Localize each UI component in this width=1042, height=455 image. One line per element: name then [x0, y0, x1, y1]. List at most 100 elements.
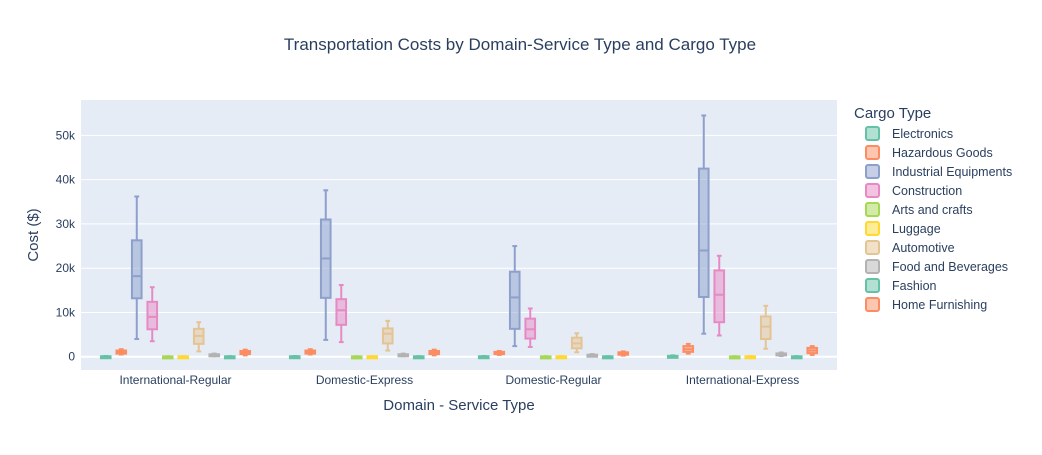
- legend-swatch: [865, 259, 880, 274]
- box[interactable]: [239, 348, 252, 357]
- legend-label: Luggage: [892, 222, 941, 236]
- y-tick-label: 40k: [56, 173, 76, 187]
- box[interactable]: [412, 355, 425, 360]
- box[interactable]: [713, 254, 726, 337]
- box[interactable]: [381, 319, 394, 352]
- legend-swatch: [865, 297, 880, 312]
- box-body: [759, 315, 772, 341]
- legend-label: Food and Beverages: [892, 260, 1008, 274]
- x-tick-label: Domestic-Express: [316, 373, 413, 387]
- box[interactable]: [223, 355, 236, 360]
- legend-swatch: [865, 126, 880, 141]
- box[interactable]: [524, 307, 537, 348]
- legend-swatch: [865, 240, 880, 255]
- legend-label: Arts and crafts: [892, 203, 973, 217]
- box[interactable]: [177, 355, 190, 360]
- box[interactable]: [335, 284, 348, 344]
- box[interactable]: [99, 355, 112, 360]
- legend-label: Electronics: [892, 127, 953, 141]
- box[interactable]: [304, 348, 317, 356]
- box-series: [99, 114, 819, 360]
- box-body: [381, 327, 394, 345]
- legend-label: Industrial Equipments: [892, 165, 1012, 179]
- box[interactable]: [146, 286, 159, 343]
- box[interactable]: [397, 352, 410, 358]
- box[interactable]: [682, 342, 695, 355]
- legend-swatch: [865, 278, 880, 293]
- box[interactable]: [130, 195, 143, 341]
- legend-item[interactable]: Hazardous Goods: [865, 145, 993, 160]
- legend-label: Home Furnishing: [892, 298, 987, 312]
- box-body: [697, 167, 710, 298]
- legend[interactable]: Cargo Type Electronics Hazardous Goods Ind…: [854, 105, 1012, 312]
- box[interactable]: [288, 355, 301, 360]
- x-tick-label: International-Regular: [119, 373, 231, 387]
- legend-item[interactable]: Industrial Equipments: [865, 164, 1012, 179]
- y-tick-label: 0: [68, 350, 75, 364]
- grid-lines: [81, 134, 837, 358]
- legend-swatch: [865, 221, 880, 236]
- plot-area: [81, 100, 837, 370]
- box[interactable]: [555, 355, 568, 360]
- box[interactable]: [601, 355, 614, 360]
- legend-item[interactable]: Fashion: [865, 278, 937, 293]
- box[interactable]: [570, 332, 583, 354]
- legend-item[interactable]: Food and Beverages: [865, 259, 1008, 274]
- legend-item[interactable]: Construction: [865, 183, 962, 198]
- legend-label: Automotive: [892, 241, 955, 255]
- x-axis-label: Domain - Service Type: [383, 397, 534, 414]
- legend-label: Hazardous Goods: [892, 146, 993, 160]
- box[interactable]: [666, 354, 679, 359]
- box[interactable]: [790, 355, 803, 360]
- x-tick-label: International-Express: [686, 373, 799, 387]
- box[interactable]: [617, 350, 630, 357]
- y-tick-label: 10k: [56, 305, 76, 319]
- legend-item[interactable]: Automotive: [865, 240, 955, 255]
- box[interactable]: [759, 304, 772, 350]
- legend-item[interactable]: Electronics: [865, 126, 953, 141]
- box[interactable]: [744, 355, 757, 360]
- box-body: [146, 300, 159, 331]
- box[interactable]: [775, 351, 788, 358]
- chart-title: Transportation Costs by Domain-Service T…: [284, 35, 756, 54]
- y-tick-label: 50k: [56, 128, 76, 142]
- box[interactable]: [539, 355, 552, 360]
- box-body: [713, 269, 726, 324]
- legend-swatch: [865, 164, 880, 179]
- box[interactable]: [350, 355, 363, 360]
- y-tick-label: 30k: [56, 217, 76, 231]
- box[interactable]: [806, 345, 819, 356]
- box[interactable]: [115, 348, 128, 356]
- legend-item[interactable]: Arts and crafts: [865, 202, 973, 217]
- x-axis-ticks: International-Regular Domestic-Express Dom…: [119, 373, 799, 387]
- y-tick-label: 20k: [56, 261, 76, 275]
- y-axis-ticks: 0 10k 20k 30k 40k 50k: [56, 128, 76, 363]
- legend-swatch: [865, 202, 880, 217]
- legend-item[interactable]: Luggage: [865, 221, 941, 236]
- box[interactable]: [428, 348, 441, 357]
- box[interactable]: [192, 321, 205, 353]
- box[interactable]: [586, 353, 599, 358]
- box-body: [130, 239, 143, 300]
- legend-label: Construction: [892, 184, 962, 198]
- box-body: [508, 270, 521, 330]
- box[interactable]: [161, 355, 174, 360]
- y-axis-label: Cost ($): [25, 208, 42, 261]
- box[interactable]: [366, 355, 379, 360]
- box[interactable]: [477, 355, 490, 360]
- box[interactable]: [208, 352, 221, 358]
- box[interactable]: [493, 349, 506, 356]
- box[interactable]: [508, 245, 521, 348]
- box-body: [335, 298, 348, 326]
- legend-swatch: [865, 183, 880, 198]
- legend-title: Cargo Type: [854, 105, 931, 122]
- box[interactable]: [728, 355, 741, 360]
- x-tick-label: Domestic-Regular: [505, 373, 601, 387]
- legend-item[interactable]: Home Furnishing: [865, 297, 987, 312]
- box[interactable]: [697, 114, 710, 335]
- legend-label: Fashion: [892, 279, 937, 293]
- legend-swatch: [865, 145, 880, 160]
- box[interactable]: [319, 189, 332, 341]
